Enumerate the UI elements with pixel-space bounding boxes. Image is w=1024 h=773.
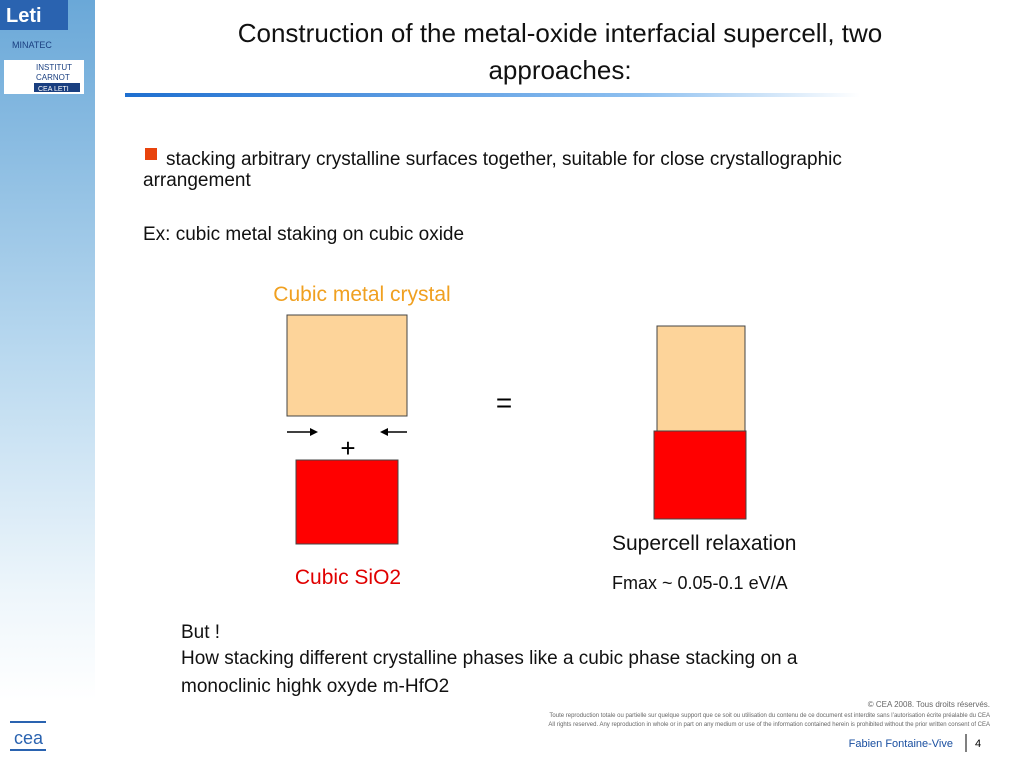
result-label: Supercell relaxation xyxy=(612,532,796,555)
sidebar xyxy=(0,0,95,700)
bullet-text: stacking arbitrary crystalline surfaces … xyxy=(166,149,842,170)
metal-box xyxy=(286,314,408,417)
bullet xyxy=(145,148,157,160)
note-text: monoclinic highk oxyde m-HfO2 xyxy=(181,676,449,697)
carnot-logo: INSTITUT xyxy=(36,63,72,72)
fmax: Fmax ~ 0.05-0.1 eV/A xyxy=(612,573,788,593)
title-rule xyxy=(125,93,860,97)
page-number: 4 xyxy=(975,738,981,750)
cea-logo: cea xyxy=(14,728,44,748)
legal: Toute reproduction totale ou partielle s… xyxy=(549,713,990,719)
supercell-metal xyxy=(656,325,746,432)
leti-logo-bg xyxy=(0,0,68,30)
equals: = xyxy=(496,387,512,418)
example-text: Ex: cubic metal staking on cubic oxide xyxy=(143,224,464,245)
title: approaches: xyxy=(488,55,631,85)
title: Construction of the metal-oxide interfac… xyxy=(238,18,883,48)
cea-leti-bg xyxy=(34,83,80,92)
note-text: How stacking different crystalline phase… xyxy=(181,648,798,669)
note-text: But ! xyxy=(181,622,220,643)
plus: + xyxy=(340,433,355,463)
supercell-oxide xyxy=(653,430,747,520)
legal: All rights reserved. Any reproduction in… xyxy=(548,722,990,728)
oxide-label: Cubic SiO2 xyxy=(295,566,401,589)
carnot-logo: CARNOT xyxy=(36,73,70,82)
copyright: © CEA 2008. Tous droits réservés. xyxy=(868,700,990,709)
arrow-head xyxy=(310,428,318,436)
leti-logo: Leti xyxy=(6,5,42,27)
author: Fabien Fontaine-Vive xyxy=(849,738,953,750)
cea-leti-logo: CEA LETI xyxy=(38,86,69,93)
metal-label: Cubic metal crystal xyxy=(273,283,450,306)
oxide-box xyxy=(295,459,399,545)
minatec-logo: MINATEC xyxy=(12,40,52,50)
arrow-head xyxy=(380,428,388,436)
bullet-text: arrangement xyxy=(143,170,251,191)
